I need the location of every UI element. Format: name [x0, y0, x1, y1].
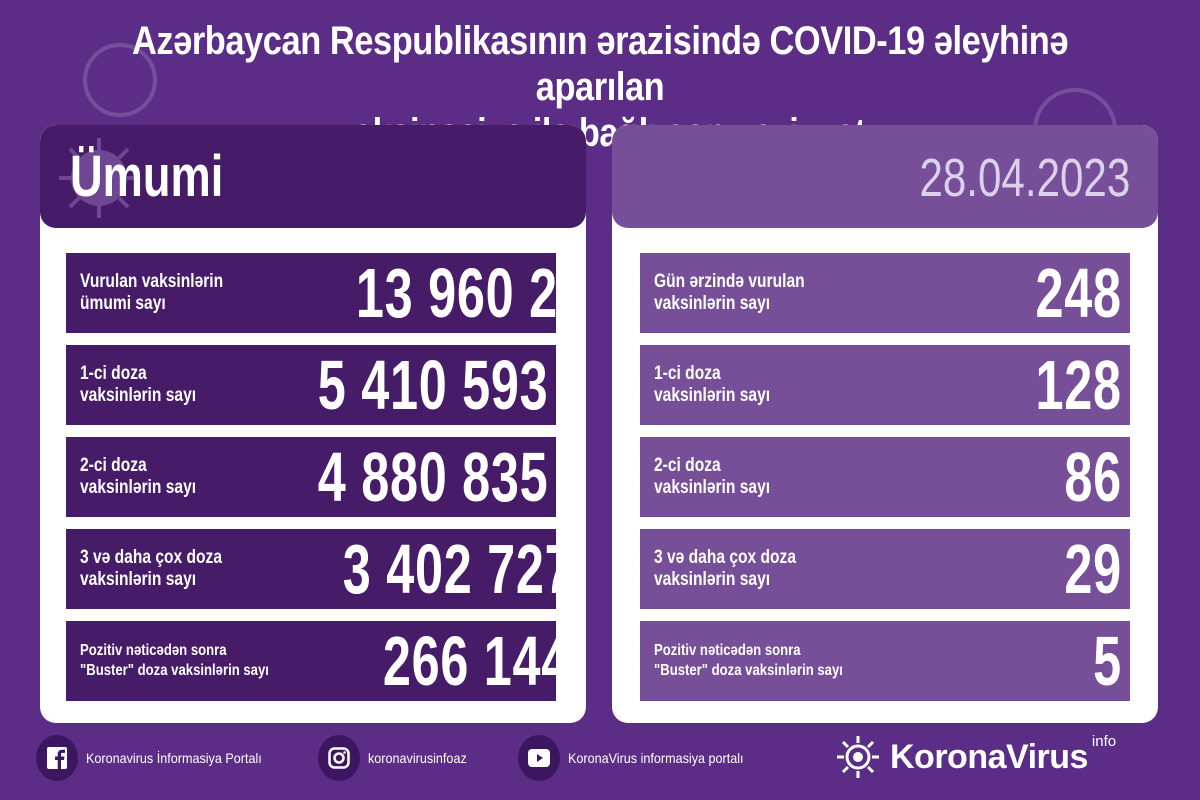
youtube-label: KoronaVirus informasiya portalı: [568, 750, 744, 766]
total-row: 2-ci doza vaksinlərin sayı 4 880 835: [66, 437, 556, 517]
row-label: Vurulan vaksinlərin ümumi sayı: [80, 271, 224, 314]
row-value: 3 402 727: [342, 530, 574, 608]
row-value: 5 410 593: [317, 346, 548, 424]
koronavirus-logo: KoronaVirus info: [836, 732, 1117, 779]
row-value: 29: [1064, 530, 1122, 608]
row-value: 248: [1035, 254, 1122, 332]
row-label: 1-ci doza vaksinlərin sayı: [80, 363, 197, 406]
footer: Koronavirus İnformasiya Portalı koronavi…: [0, 732, 1200, 785]
instagram-label: koronavirusinfoaz: [368, 750, 467, 766]
row-label: 1-ci doza vaksinlərin sayı: [654, 363, 771, 406]
youtube-icon: [518, 735, 560, 781]
daily-row: 3 və daha çox doza vaksinlərin sayı 29: [640, 529, 1130, 609]
report-date: 28.04.2023: [919, 148, 1130, 208]
logo-name: KoronaVirus: [890, 737, 1088, 776]
row-label: Pozitiv nəticədən sonra "Buster" doza vak…: [80, 642, 269, 679]
daily-panel: 28.04.2023 Gün ərzində vurulan vaksinləri…: [612, 125, 1158, 723]
youtube-link[interactable]: KoronaVirus informasiya portalı: [518, 735, 763, 781]
daily-panel-header: 28.04.2023: [612, 125, 1158, 228]
daily-row: Gün ərzində vurulan vaksinlərin sayı 248: [640, 253, 1130, 333]
title-line-1: Azərbaycan Respublikasının ərazisində CO…: [131, 19, 1069, 109]
row-value: 5: [1093, 622, 1122, 700]
total-row: 3 və daha çox doza vaksinlərin sayı 3 402 …: [66, 529, 573, 609]
row-value: 86: [1064, 438, 1122, 516]
sun-virus-logo-icon: [837, 736, 879, 778]
virus-icon: [59, 138, 139, 218]
row-label: Pozitiv nəticədən sonra "Buster" doza vak…: [654, 642, 843, 679]
instagram-icon: [318, 735, 360, 781]
facebook-icon: [36, 735, 78, 781]
total-row: Pozitiv nəticədən sonra "Buster" doza vak…: [66, 621, 570, 701]
facebook-label: Koronavirus İnformasiya Portalı: [86, 750, 262, 766]
total-panel: Ümumi Vurulan vaksinlərin ümumi sayı 13 96…: [40, 125, 586, 723]
row-value: 13 960 299: [355, 254, 586, 332]
daily-row: 1-ci doza vaksinlərin sayı 128: [640, 345, 1130, 425]
facebook-link[interactable]: Koronavirus İnformasiya Portalı: [36, 735, 281, 781]
row-value: 128: [1035, 346, 1122, 424]
logo-sup: info: [1091, 732, 1117, 750]
row-value: 4 880 835: [317, 438, 548, 516]
row-label: Gün ərzində vurulan vaksinlərin sayı: [654, 271, 805, 314]
daily-row: 2-ci doza vaksinlərin sayı 86: [640, 437, 1130, 517]
row-label: 3 və daha çox doza vaksinlərin sayı: [654, 547, 797, 590]
row-label: 3 və daha çox doza vaksinlərin sayı: [80, 547, 223, 590]
daily-row: Pozitiv nəticədən sonra "Buster" doza vak…: [640, 621, 1130, 701]
virus-decoration-icon: [83, 43, 157, 117]
total-row: 1-ci doza vaksinlərin sayı 5 410 593: [66, 345, 556, 425]
row-value: 266 144: [383, 622, 571, 700]
row-label: 2-ci doza vaksinlərin sayı: [80, 455, 197, 498]
total-heading: Ümumi: [70, 144, 224, 209]
instagram-link[interactable]: koronavirusinfoaz: [318, 735, 478, 781]
total-panel-header: Ümumi: [40, 125, 586, 228]
row-label: 2-ci doza vaksinlərin sayı: [654, 455, 771, 498]
